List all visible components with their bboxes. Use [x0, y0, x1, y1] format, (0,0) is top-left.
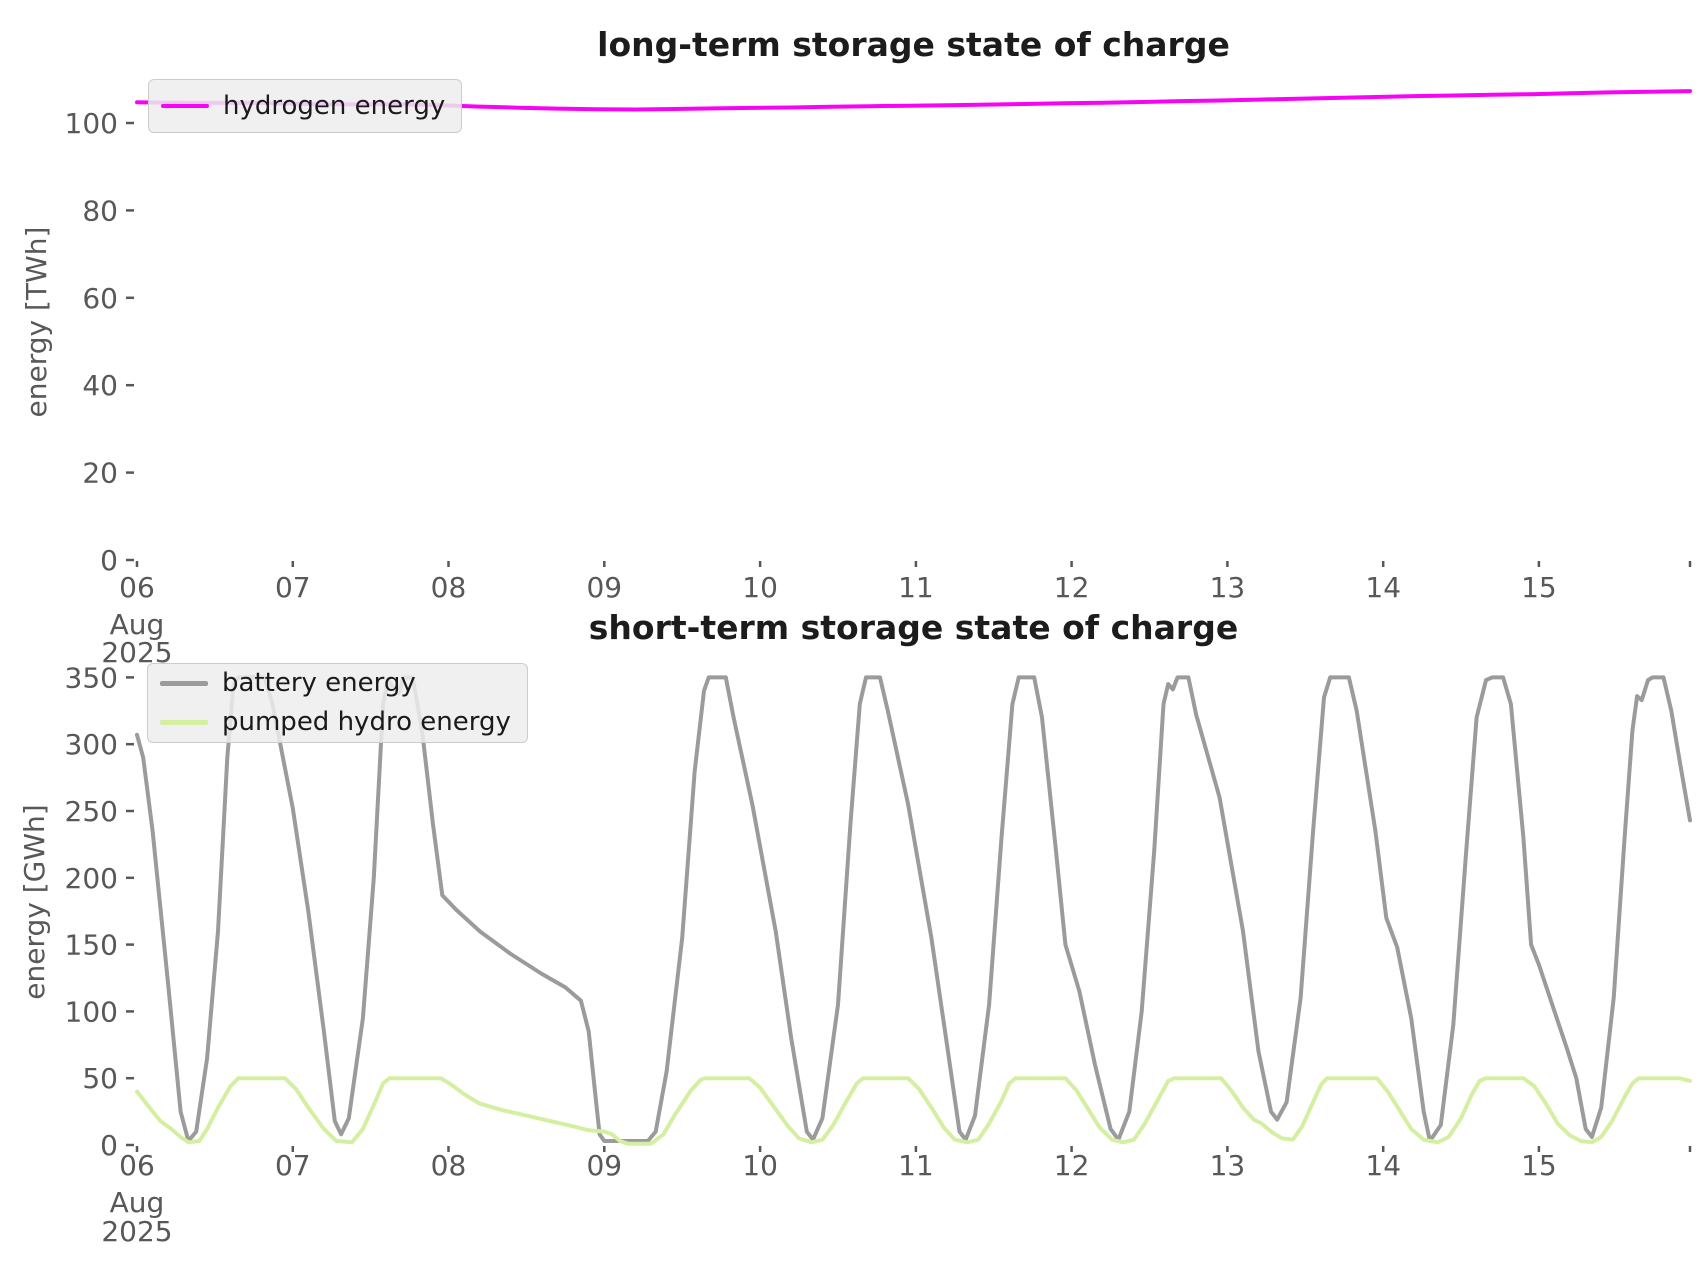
x-axis-month-label: Aug: [110, 1186, 165, 1219]
y-tick-label: 60: [82, 282, 118, 315]
legend-entry-pumped-hydro-energy: pumped hydro energy: [160, 706, 511, 739]
x-axis-month-label: Aug: [110, 608, 165, 641]
legend-entry-hydrogen-energy: hydrogen energy: [161, 90, 445, 123]
short-term-legend: battery energy pumped hydro energy: [147, 663, 528, 743]
legend-label: pumped hydro energy: [222, 707, 511, 737]
x-tick-label: 14: [1365, 571, 1401, 604]
y-tick-label: 80: [82, 194, 118, 227]
y-tick-label: 0: [100, 1129, 118, 1162]
short-term-y-axis-label: energy [GWh]: [18, 804, 51, 1000]
y-tick-label: 300: [65, 728, 118, 761]
x-tick-label: 11: [898, 571, 934, 604]
x-tick-label: 08: [431, 1149, 467, 1182]
y-tick-label: 0: [100, 544, 118, 577]
y-tick-label: 350: [65, 661, 118, 694]
long-term-legend: hydrogen energy: [148, 79, 463, 133]
y-tick-label: 50: [82, 1062, 118, 1095]
y-tick-label: 150: [65, 929, 118, 962]
x-tick-label: 07: [275, 1149, 311, 1182]
legend-line-sample-icon: [160, 720, 208, 725]
x-tick-label: 09: [586, 1149, 622, 1182]
x-tick-label: 11: [898, 1149, 934, 1182]
x-tick-label: 09: [586, 571, 622, 604]
long-term-y-axis-label: energy [TWh]: [20, 226, 53, 418]
x-tick-label: 10: [742, 571, 778, 604]
legend-line-sample-icon: [160, 681, 208, 686]
long-term-chart-title: long-term storage state of charge: [597, 25, 1230, 64]
x-axis-month-label: 2025: [101, 1215, 172, 1248]
x-tick-label: 13: [1210, 1149, 1246, 1182]
x-tick-label: 08: [431, 571, 467, 604]
y-tick-label: 100: [65, 995, 118, 1028]
x-tick-label: 12: [1054, 1149, 1090, 1182]
legend-entry-battery-energy: battery energy: [160, 667, 511, 700]
x-tick-label: 06: [119, 571, 155, 604]
legend-label: hydrogen energy: [223, 90, 446, 121]
y-tick-label: 20: [82, 457, 118, 490]
x-tick-label: 15: [1521, 571, 1557, 604]
y-tick-label: 250: [65, 795, 118, 828]
legend-label: battery energy: [222, 668, 416, 698]
y-tick-label: 200: [65, 862, 118, 895]
legend-line-sample-icon: [161, 103, 209, 109]
y-tick-label: 100: [65, 107, 118, 140]
x-tick-label: 12: [1054, 571, 1090, 604]
series-line-pumped-hydro-energy: [135, 1076, 1692, 1146]
x-tick-label: 10: [742, 1149, 778, 1182]
x-tick-label: 15: [1521, 1149, 1557, 1182]
x-tick-label: 06: [119, 1149, 155, 1182]
x-tick-label: 13: [1210, 571, 1246, 604]
x-tick-label: 07: [275, 571, 311, 604]
short-term-chart-title: short-term storage state of charge: [588, 608, 1239, 647]
x-tick-label: 14: [1365, 1149, 1401, 1182]
y-tick-label: 40: [82, 369, 118, 402]
series-line-battery-energy: [135, 675, 1692, 1143]
